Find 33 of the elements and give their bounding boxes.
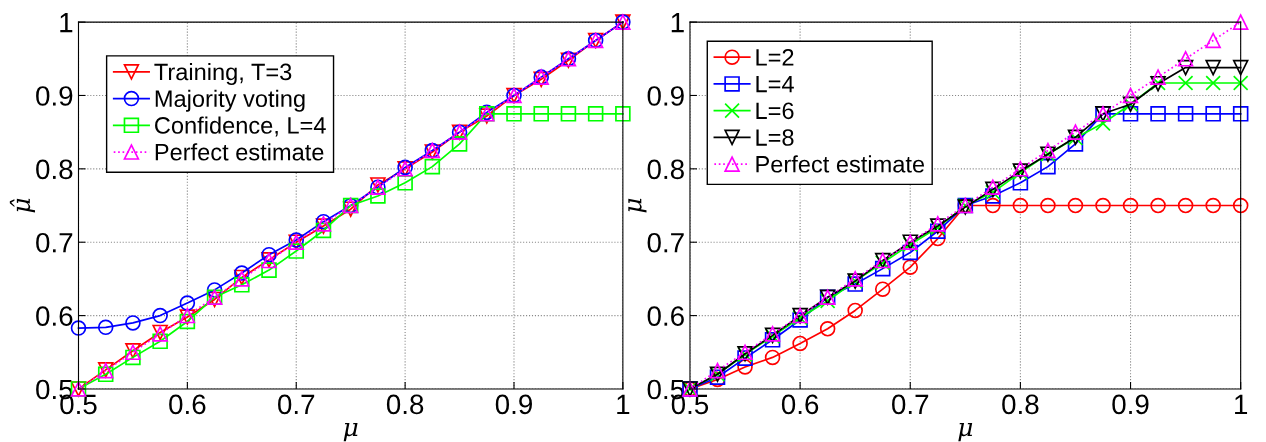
y-tick-label: 0.7 xyxy=(647,232,684,253)
y-tick-label: 1 xyxy=(60,13,73,33)
y-tick-label: 0.6 xyxy=(36,306,73,326)
y-tick-label: 0.8 xyxy=(647,159,684,180)
x-tick-label: 0.9 xyxy=(1112,394,1149,415)
y-tick-label: 0.9 xyxy=(36,86,73,106)
x-tick-label: 0.8 xyxy=(1002,394,1039,415)
x-tick-label: 0.7 xyxy=(892,394,929,415)
legend-label: L=2 xyxy=(756,48,794,66)
legend-label: Confidence, L=4 xyxy=(155,116,326,137)
y-tick-label: 0.9 xyxy=(647,86,684,106)
x-tick-label: 0.6 xyxy=(781,394,819,415)
x-tick-label: 1 xyxy=(1235,394,1248,414)
x-tick-label: 0.8 xyxy=(386,394,424,415)
legend-label: Majority voting xyxy=(155,89,305,112)
x-axis-title: μ xyxy=(343,422,358,442)
y-axis-title: μ xyxy=(628,198,647,213)
legend-label: L=8 xyxy=(756,129,794,146)
x-axis-title: μ xyxy=(958,422,973,442)
legend-label: L=4 xyxy=(756,75,794,93)
y-axis-title: μ̂ xyxy=(9,198,36,213)
legend-label: Training, T=3 xyxy=(154,63,292,86)
x-tick-label: 0.9 xyxy=(495,394,532,415)
y-tick-label: 0.6 xyxy=(647,306,684,326)
legend-label: Perfect estimate xyxy=(155,143,324,161)
y-tick-label: 0.8 xyxy=(36,159,73,180)
legend-label: Perfect estimate xyxy=(756,155,925,173)
y-tick-label: 0.7 xyxy=(36,232,73,253)
x-tick-label: 0.7 xyxy=(278,394,315,415)
legend-label: L=6 xyxy=(756,102,794,120)
x-tick-label: 1 xyxy=(617,394,630,414)
x-tick-label: 0.6 xyxy=(169,394,206,415)
y-tick-label: 1 xyxy=(671,13,684,33)
